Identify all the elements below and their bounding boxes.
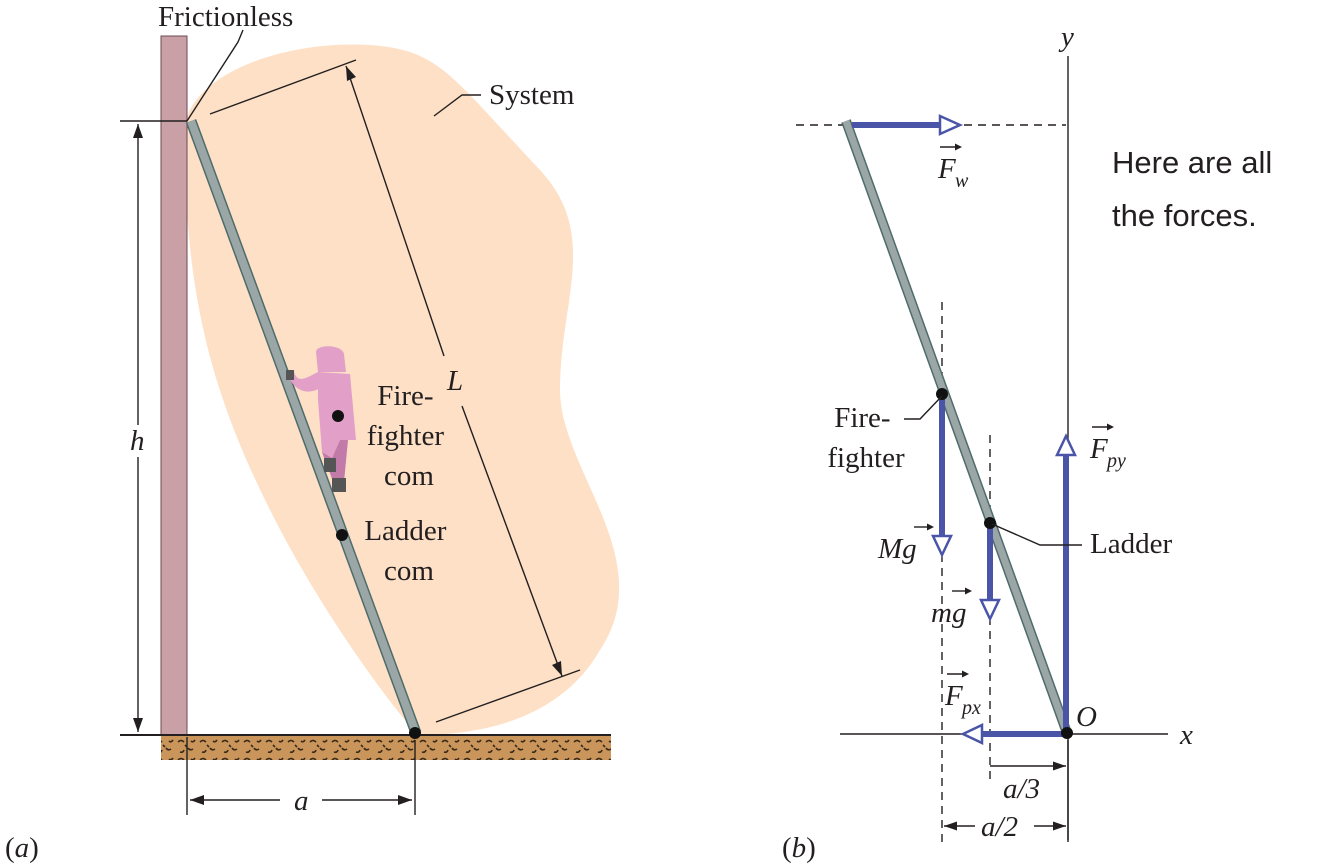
a3-label: a/3: [1003, 773, 1040, 805]
mg-label: mg: [931, 587, 972, 629]
forces-note: Here are all the forces.: [1112, 145, 1281, 233]
ladder-a-face: [187, 119, 420, 735]
a-label: a: [294, 785, 309, 817]
panel-a-tag: (a): [5, 832, 39, 864]
svg-text:F: F: [944, 680, 963, 712]
force-Fpx-arrowhead: [960, 723, 984, 745]
ladder-com-point: [984, 517, 996, 529]
a2-arrowheads: [944, 821, 1066, 831]
frictionless-leader: [186, 29, 244, 122]
L-top-tick: [209, 59, 357, 115]
system-leader: [433, 94, 481, 117]
L-dim-upper: [345, 65, 445, 357]
ladder-foot-point: [1061, 727, 1073, 739]
Fpx-label: F px: [944, 670, 981, 719]
svg-text:mg: mg: [931, 597, 966, 629]
ladder-com-dot: [336, 529, 348, 541]
ground: [161, 735, 611, 760]
Fpy-label: F py: [1089, 423, 1126, 472]
firefighter-point: [936, 388, 948, 400]
frictionless-label: Frictionless: [158, 1, 293, 33]
system-label: System: [489, 79, 575, 111]
L-dim-lower: [461, 405, 563, 677]
wall: [160, 35, 188, 736]
h-label: h: [130, 425, 145, 457]
x-axis-label: x: [1179, 719, 1193, 751]
firefighter-leader: [904, 395, 943, 420]
y-axis-label: y: [1058, 21, 1074, 53]
force-wall-arrowhead: [938, 114, 964, 136]
force-Mg-arrowhead: [931, 534, 953, 558]
force-mg-arrowhead: [979, 598, 1001, 622]
panel-b: y x O F w F py: [782, 21, 1281, 864]
firefighter-com-label: Fire- fighter com: [367, 380, 452, 492]
firefighter-figure: [286, 346, 356, 492]
ladder-b-face: [842, 119, 1071, 735]
panel-b-tag: (b): [782, 832, 816, 864]
ladder-com-label: Ladder com: [364, 515, 453, 587]
svg-text:F: F: [1089, 433, 1108, 465]
firefighter-com-dot: [332, 410, 344, 422]
ladder-foot-dot: [409, 727, 421, 739]
ladder-label: Ladder: [1090, 528, 1172, 560]
a3-arrowhead: [1053, 761, 1066, 771]
L-label: L: [446, 365, 463, 397]
firefighter-label: Fire- fighter: [827, 402, 905, 474]
svg-text:px: px: [960, 697, 981, 719]
Mg-label: Mg: [877, 523, 934, 565]
ladder-leader: [991, 523, 1082, 546]
system-blob: [185, 44, 620, 736]
Fw-label: F w: [937, 143, 969, 192]
origin-label: O: [1076, 701, 1097, 733]
svg-text:w: w: [955, 170, 969, 192]
svg-text:py: py: [1105, 450, 1126, 472]
L-bottom-tick: [435, 669, 581, 723]
a2-label: a/2: [981, 811, 1018, 843]
force-Fpy-arrowhead: [1055, 433, 1077, 457]
svg-text:Mg: Mg: [877, 533, 917, 565]
svg-text:F: F: [937, 153, 956, 185]
h-label-bg: [124, 425, 152, 457]
panel-a: h a L Frictionless System Fire- fighter …: [5, 1, 620, 864]
